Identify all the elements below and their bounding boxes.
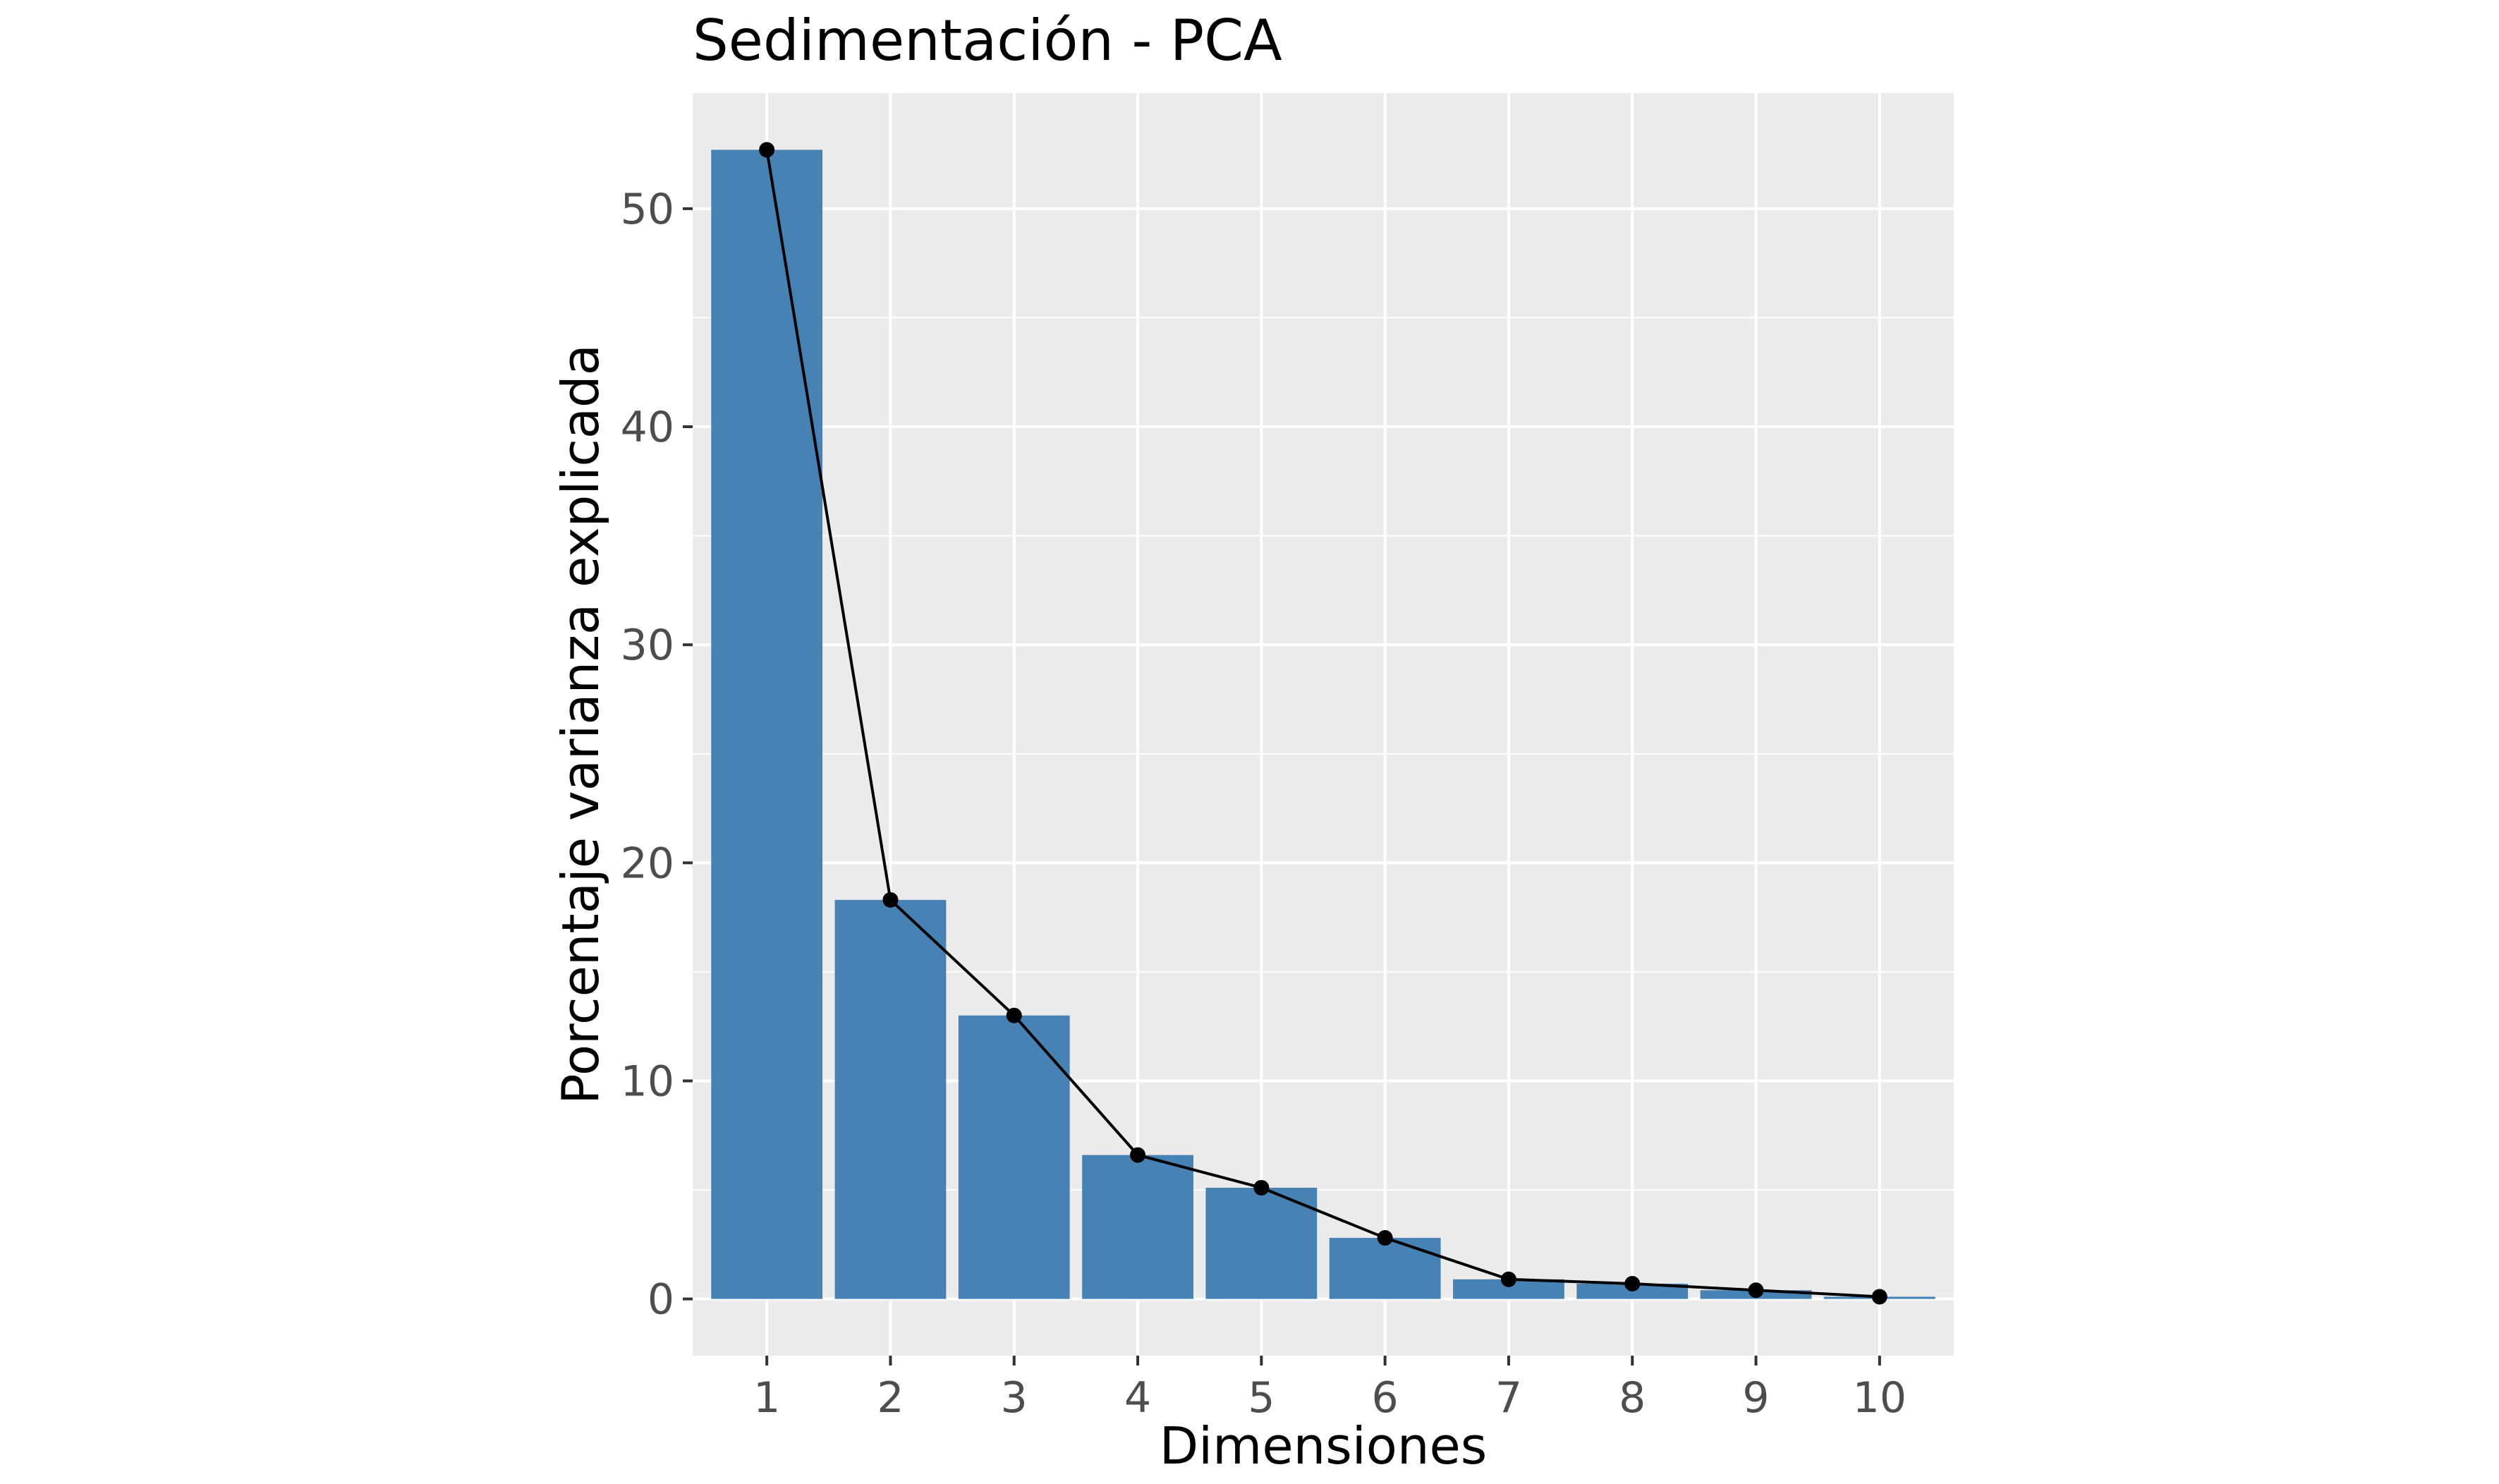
point-6 [1377,1230,1393,1246]
y-tick-label: 40 [621,403,674,452]
scree-line [765,150,1880,1298]
y-tick-label: 0 [647,1275,674,1325]
y-tick-label: 30 [621,621,674,670]
x-tick-label: 3 [1001,1373,1028,1423]
point-5 [1253,1179,1270,1196]
x-tick-label: 9 [1742,1373,1769,1423]
y-tick-label: 20 [621,839,674,888]
bar-6 [1329,1238,1441,1299]
chart-title: Sedimentación - PCA [693,8,1282,73]
point-4 [1130,1147,1146,1163]
scree-line-path [765,150,1880,1298]
bar-5 [1205,1187,1318,1299]
x-tick-label: 1 [753,1373,780,1423]
x-tick-label: 2 [877,1373,904,1423]
y-axis-title: Porcentaje varianza explicada [551,344,610,1105]
y-tick-label: 50 [621,185,674,234]
point-1 [759,142,775,158]
bar-4 [1082,1155,1193,1299]
point-3 [1006,1007,1022,1023]
bar-2 [834,899,947,1299]
y-axis: 0 10 20 30 40 50 [621,185,693,1325]
x-axis: 1 2 3 4 5 6 7 8 9 10 [753,1356,1907,1423]
y-tick-label: 10 [621,1057,674,1106]
point-10 [1871,1289,1887,1305]
grid-lines [693,93,1954,1356]
x-axis-title: Dimensiones [1160,1416,1488,1476]
x-tick-label: 10 [1853,1373,1907,1423]
point-2 [882,892,899,908]
x-tick-label: 5 [1248,1373,1275,1423]
point-8 [1624,1275,1641,1291]
x-tick-label: 8 [1619,1373,1646,1423]
x-tick-label: 4 [1124,1373,1151,1423]
bar-1 [711,150,823,1299]
point-9 [1748,1282,1764,1298]
x-tick-label: 7 [1495,1373,1522,1423]
bars [711,150,1935,1299]
point-7 [1500,1271,1516,1287]
x-tick-label: 6 [1372,1373,1399,1423]
bar-3 [958,1015,1070,1299]
scree-points [759,142,1887,1305]
